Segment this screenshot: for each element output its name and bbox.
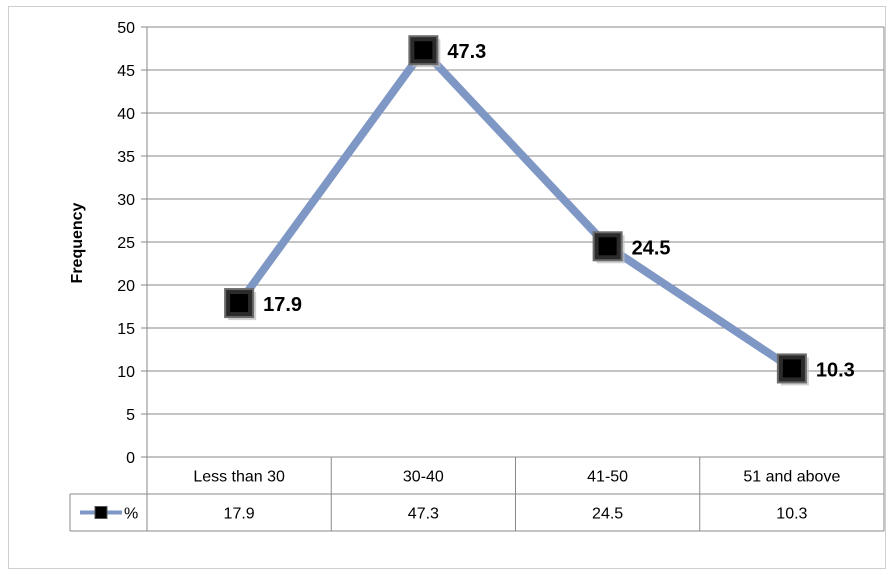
- y-axis-title: Frequency: [69, 202, 86, 283]
- category-label: Less than 30: [193, 469, 285, 486]
- data-label: 24.5: [632, 237, 671, 259]
- category-label: 51 and above: [743, 469, 840, 486]
- legend-label: %: [124, 506, 138, 523]
- y-tick-label: 30: [117, 192, 135, 209]
- y-tick-label: 45: [117, 63, 135, 80]
- y-tick-label: 35: [117, 149, 135, 166]
- y-tick-label: 5: [126, 407, 135, 424]
- data-point-marker-core: [230, 294, 249, 313]
- series-polyline: [235, 43, 795, 372]
- y-tick-label: 50: [117, 20, 135, 37]
- series-line: [224, 35, 809, 386]
- y-tick-label: 25: [117, 235, 135, 252]
- data-labels: 17.9 47.3 24.5 10.3: [263, 41, 855, 381]
- data-point-marker-core: [414, 41, 433, 60]
- data-point-marker-core: [598, 237, 617, 256]
- data-label: 17.9: [263, 294, 302, 316]
- y-tick-label: 15: [117, 321, 135, 338]
- table-value: 10.3: [776, 506, 807, 523]
- y-tick-label: 10: [117, 364, 135, 381]
- data-table: Less than 30 30-40 41-50 51 and above 17.9 47…: [69, 456, 884, 532]
- chart-frame: [8, 6, 886, 569]
- data-point-marker-core: [782, 359, 801, 378]
- y-axis: 0 5 10 15 20 25 30 35 40 45 50: [117, 20, 885, 531]
- legend-marker: [94, 506, 108, 519]
- table-value: 47.3: [408, 506, 439, 523]
- y-tick-label: 0: [126, 450, 135, 467]
- data-label: 47.3: [447, 41, 486, 63]
- category-label: 41-50: [587, 469, 628, 486]
- y-tick-label: 40: [117, 106, 135, 123]
- y-tick-label: 20: [117, 278, 135, 295]
- table-value: 17.9: [224, 506, 255, 523]
- category-label: 30-40: [403, 469, 444, 486]
- gridlines: [147, 26, 884, 415]
- data-label: 10.3: [816, 359, 855, 381]
- table-value: 24.5: [592, 506, 623, 523]
